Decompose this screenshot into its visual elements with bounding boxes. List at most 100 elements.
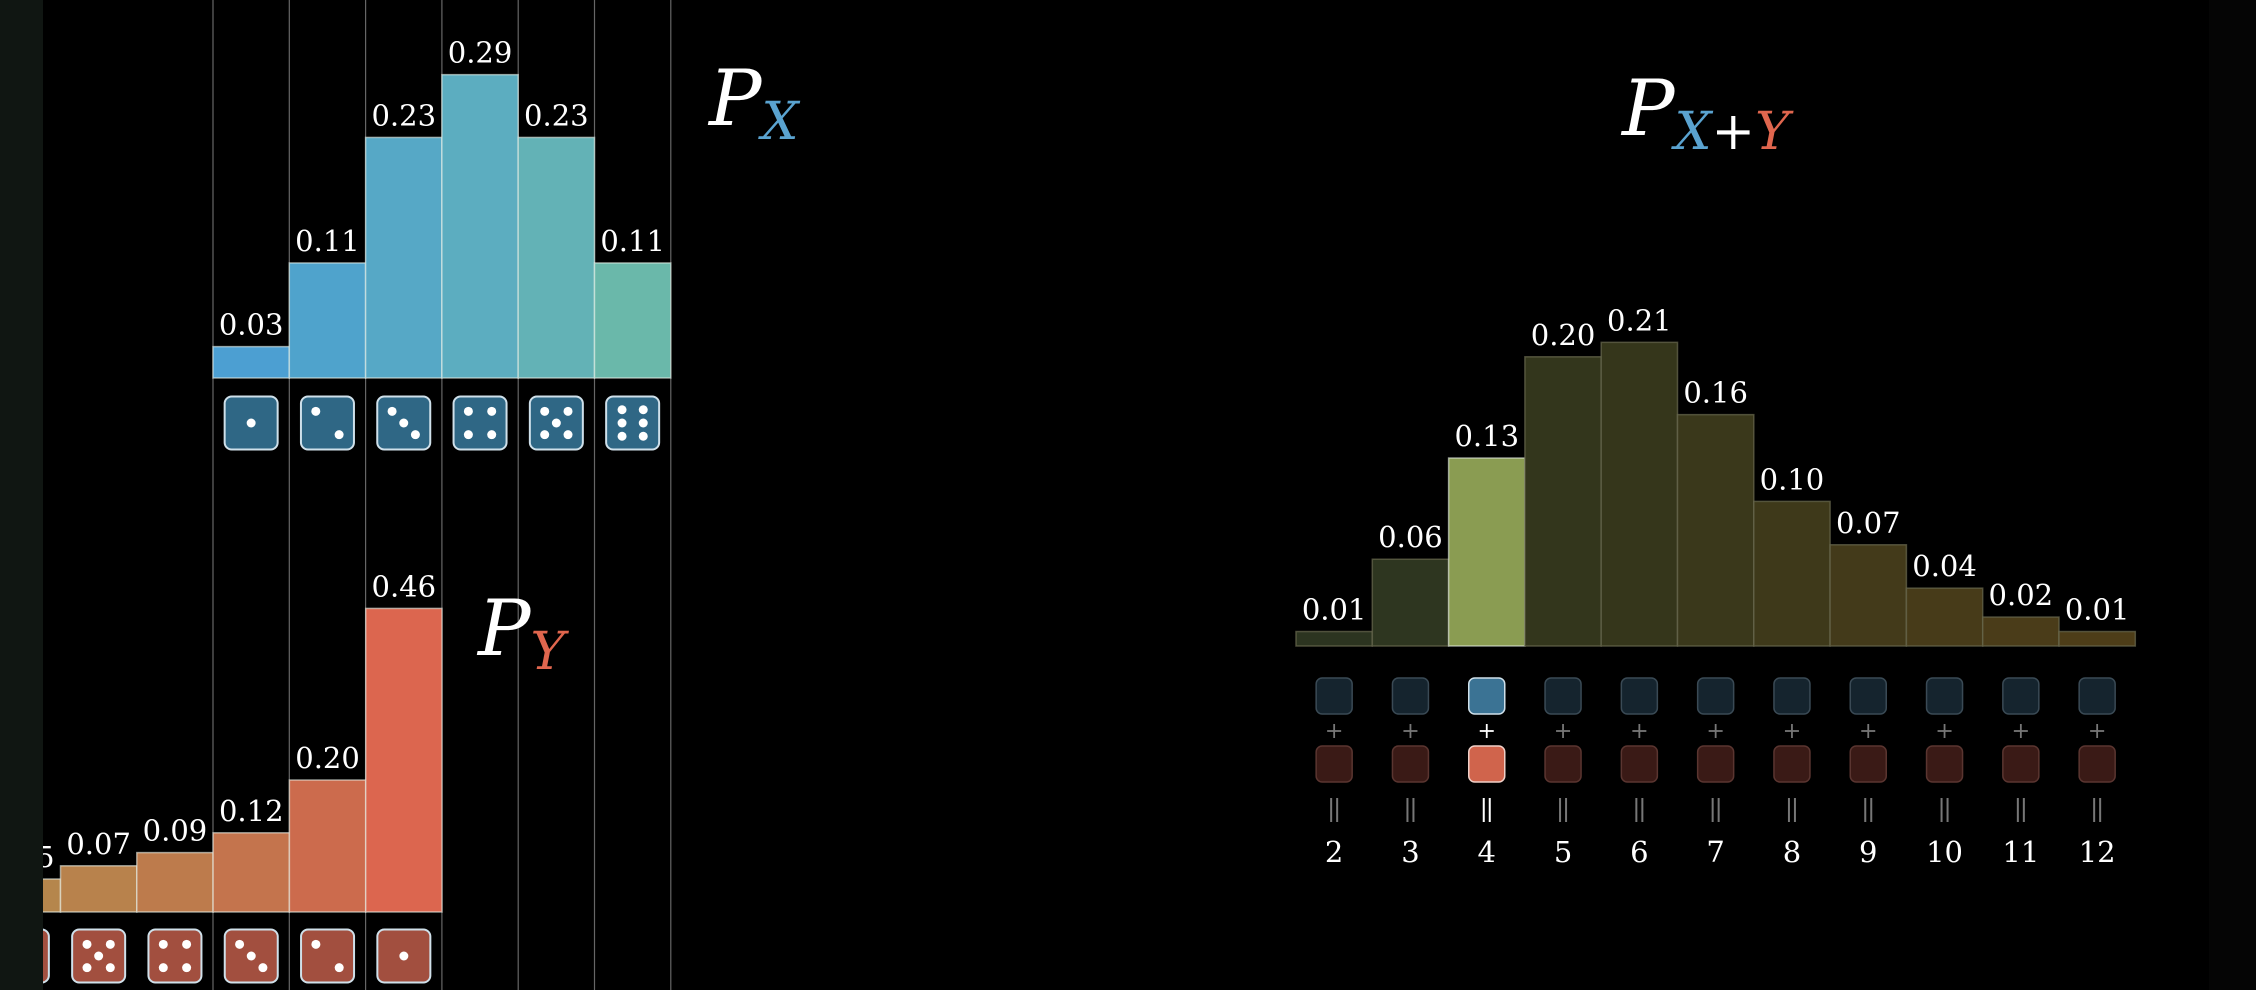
- die-pip: [617, 431, 627, 441]
- y-box: [1620, 745, 1659, 783]
- value-label: 0.12: [219, 794, 284, 828]
- y-box: [1925, 745, 1964, 783]
- value-label: 0.16: [1683, 376, 1748, 410]
- value-label: 0.03: [219, 308, 284, 342]
- die-pip: [617, 418, 627, 428]
- die-face: [147, 928, 203, 984]
- x-box: [1925, 677, 1964, 715]
- die-pip: [82, 939, 92, 949]
- value-label: 0.23: [371, 98, 436, 132]
- bar: [2058, 630, 2137, 647]
- x-tick-label: 7: [1706, 835, 1724, 869]
- die: [528, 395, 584, 451]
- bar: [364, 136, 443, 379]
- die: [376, 395, 432, 451]
- value-label: 0.01: [2065, 593, 2130, 627]
- die-pip: [399, 418, 409, 428]
- value-label: 0.21: [1607, 303, 1672, 337]
- x-box: [1468, 677, 1506, 715]
- x-box: [1620, 677, 1659, 715]
- bar: [441, 73, 519, 379]
- die-pip: [399, 951, 409, 961]
- die: [223, 928, 279, 984]
- bar: [288, 779, 367, 913]
- bar: [1600, 341, 1679, 647]
- bar: [1524, 356, 1602, 647]
- value-label: 0.01: [1302, 593, 1367, 627]
- bar: [1295, 630, 1374, 647]
- die-pip: [82, 963, 92, 973]
- x-tick-label: 10: [1926, 835, 1963, 869]
- value-label: 0.46: [372, 569, 437, 603]
- die-pip: [158, 963, 168, 973]
- die: [147, 928, 203, 984]
- die-face: [300, 928, 356, 984]
- bar: [1753, 500, 1831, 647]
- die-pip: [638, 418, 648, 428]
- x-tick-label: 8: [1783, 835, 1801, 869]
- bar: [1447, 457, 1526, 647]
- x-tick-label: 5: [1554, 835, 1572, 869]
- title-subscript: X: [757, 92, 800, 152]
- die-pip: [158, 939, 168, 949]
- die-pip: [311, 939, 321, 949]
- chart-title: PX: [707, 54, 800, 152]
- x-tick-label: 9: [1859, 835, 1877, 869]
- x-box: [1696, 677, 1735, 715]
- x-box: [1315, 677, 1353, 715]
- die-face: [299, 395, 355, 451]
- bar: [1676, 413, 1755, 647]
- value-label: 0.07: [66, 827, 131, 861]
- y-box: [2002, 745, 2040, 783]
- die-pip: [334, 963, 344, 973]
- y-box: [2078, 745, 2116, 783]
- bar: [1829, 544, 1908, 647]
- x-box: [1849, 677, 1887, 715]
- chart-title: PX+Y: [1620, 64, 1794, 162]
- die-pip: [540, 406, 550, 416]
- die: [71, 928, 127, 984]
- die-pip: [311, 406, 321, 416]
- y-box: [1773, 745, 1811, 783]
- value-label: 0.04: [1912, 549, 1977, 583]
- bar: [59, 865, 138, 913]
- value-label: 0.11: [600, 224, 665, 258]
- x-box: [2002, 677, 2040, 715]
- value-label: 0.02: [1989, 578, 2054, 612]
- die-pip: [410, 430, 420, 440]
- chart-title: PY: [476, 584, 569, 682]
- title-subscript: Y: [1755, 102, 1794, 162]
- y-box: [1315, 745, 1353, 783]
- x-tick-label: 3: [1401, 835, 1419, 869]
- die-pip: [182, 939, 192, 949]
- value-label: 0.09: [143, 814, 208, 848]
- die-pip: [105, 963, 115, 973]
- x-box: [2078, 677, 2116, 715]
- die-pip: [487, 406, 497, 416]
- die-pip: [105, 939, 115, 949]
- die-pip: [235, 939, 245, 949]
- x-tick-label: 4: [1478, 835, 1496, 869]
- y-box: [1696, 745, 1735, 783]
- die-face: [452, 395, 508, 451]
- bar: [212, 345, 291, 379]
- die-pip: [258, 963, 268, 973]
- y-box: [1468, 745, 1506, 783]
- title-subscript: X: [1670, 102, 1713, 162]
- die: [223, 395, 279, 451]
- y-box: [1849, 745, 1887, 783]
- bar: [288, 262, 367, 379]
- x-box: [1773, 677, 1811, 715]
- die-pip: [387, 406, 397, 416]
- x-tick-label: 6: [1630, 835, 1648, 869]
- die-pip: [334, 430, 344, 440]
- die-pip: [246, 418, 256, 428]
- die-pip: [540, 430, 550, 440]
- value-label: 0.20: [1531, 318, 1596, 352]
- die: [300, 928, 356, 984]
- title-main: P: [707, 54, 763, 144]
- bar: [136, 851, 214, 913]
- die-pip: [563, 406, 573, 416]
- title-subscript: Y: [530, 622, 569, 682]
